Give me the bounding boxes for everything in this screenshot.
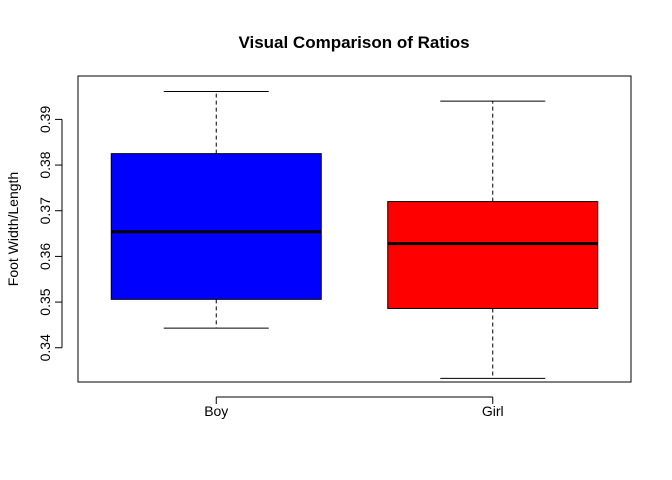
- box-girl: [387, 100, 599, 379]
- y-tick-label: 0.36: [37, 243, 53, 270]
- iqr-box: [387, 201, 599, 309]
- y-tick-label: 0.35: [37, 288, 53, 315]
- y-axis-title: Foot Width/Length: [5, 172, 21, 286]
- y-tick-label: 0.39: [37, 106, 53, 133]
- box-boy: [110, 91, 322, 329]
- y-tick-label: 0.34: [37, 334, 53, 361]
- box-series: [110, 91, 599, 379]
- chart-title: Visual Comparison of Ratios: [238, 33, 469, 52]
- plot-frame: [77, 75, 632, 383]
- iqr-box: [110, 153, 322, 300]
- x-axis: Boy Girl: [204, 396, 504, 419]
- y-tick-label: 0.37: [37, 197, 53, 224]
- x-tick-label: Girl: [482, 403, 504, 419]
- x-tick-label: Boy: [204, 403, 228, 419]
- y-tick-label: 0.38: [37, 151, 53, 178]
- y-axis: 0.34 0.35 0.36 0.37 0.38 0.39: [37, 106, 63, 361]
